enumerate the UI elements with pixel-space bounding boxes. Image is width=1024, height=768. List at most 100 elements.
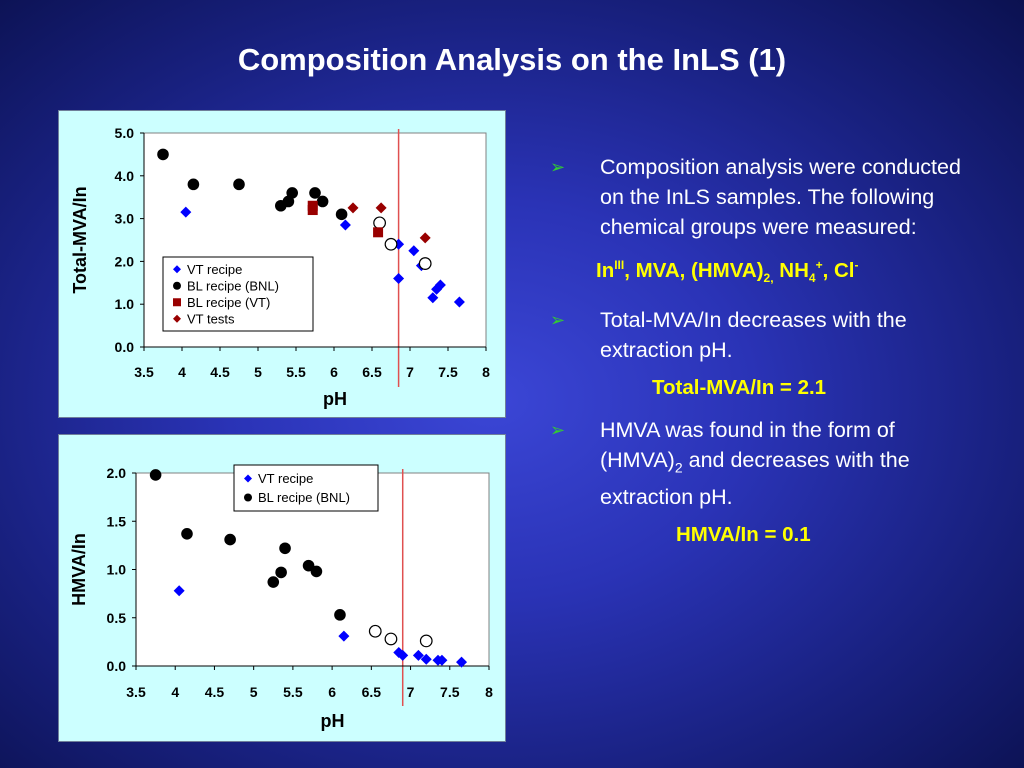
bullet-item-1: ➢ Composition analysis were conducted on… bbox=[540, 152, 980, 242]
bullet-text-2: Total-MVA/In decreases with the extracti… bbox=[600, 307, 907, 362]
data-point bbox=[307, 205, 318, 216]
x-tick-label: 5 bbox=[250, 684, 258, 700]
data-point bbox=[187, 178, 200, 191]
legend-label: VT tests bbox=[187, 311, 235, 326]
x-axis-label: pH bbox=[323, 389, 347, 409]
data-point bbox=[456, 656, 468, 668]
legend-label: VT recipe bbox=[258, 471, 313, 486]
data-point bbox=[316, 195, 329, 208]
data-point bbox=[338, 630, 350, 642]
x-tick-label: 5.5 bbox=[286, 364, 306, 380]
data-point bbox=[434, 279, 446, 291]
x-tick-label: 4 bbox=[171, 684, 179, 700]
data-point bbox=[279, 542, 291, 555]
formula-hmva-sub: 2, bbox=[763, 270, 774, 285]
arrow-bullet-icon: ➢ bbox=[550, 157, 566, 177]
data-point bbox=[436, 654, 448, 666]
data-point bbox=[393, 273, 405, 285]
bullet-text-3-sub: 2 bbox=[674, 459, 683, 476]
x-tick-label: 6 bbox=[330, 364, 338, 380]
formula-hmva-text: HMVA/In = 0.1 bbox=[676, 523, 811, 547]
data-point bbox=[419, 232, 431, 244]
data-point bbox=[275, 566, 287, 579]
x-tick-label: 7.5 bbox=[438, 364, 458, 380]
x-axis-label: pH bbox=[321, 711, 345, 731]
y-tick-label: 4.0 bbox=[115, 168, 135, 184]
legend-marker bbox=[173, 281, 181, 290]
data-point bbox=[310, 565, 323, 578]
x-tick-label: 4.5 bbox=[205, 684, 225, 700]
legend-box bbox=[233, 464, 379, 512]
x-tick-label: 4.5 bbox=[210, 364, 230, 380]
formula-hmva: HMVA/In = 0.1 bbox=[540, 520, 980, 550]
legend-label: VT recipe bbox=[187, 262, 242, 277]
legend-label: BL recipe (BNL) bbox=[187, 278, 279, 293]
data-point bbox=[408, 245, 420, 257]
legend-marker bbox=[173, 314, 181, 323]
x-tick-label: 6.5 bbox=[362, 684, 382, 700]
data-point bbox=[375, 202, 387, 214]
series-open-circles bbox=[368, 624, 433, 648]
data-point bbox=[453, 296, 465, 308]
legend-label: BL recipe (BNL) bbox=[258, 490, 350, 505]
legend-marker bbox=[244, 474, 252, 483]
y-tick-label: 3.0 bbox=[115, 211, 135, 227]
data-point bbox=[373, 216, 387, 230]
y-tick-label: 0.0 bbox=[115, 339, 135, 355]
legend-item: VT recipe bbox=[173, 262, 242, 277]
legend-marker bbox=[173, 265, 181, 274]
bullet-list: ➢ Composition analysis were conducted on… bbox=[540, 152, 980, 562]
x-tick-label: 6 bbox=[328, 684, 336, 700]
data-point bbox=[397, 649, 409, 661]
data-point bbox=[334, 609, 346, 621]
bullet-item-2: ➢ Total-MVA/In decreases with the extrac… bbox=[540, 305, 980, 365]
series-open-circles bbox=[373, 216, 432, 270]
formula-nh4: NH bbox=[773, 258, 809, 282]
data-point bbox=[267, 576, 280, 588]
data-point bbox=[157, 148, 169, 161]
bullet-text-1: Composition analysis were conducted on t… bbox=[600, 155, 961, 239]
series-bl-recipe-bnl- bbox=[149, 469, 346, 621]
formula-nh4-sub: 4 bbox=[808, 270, 816, 285]
formula-cl: , Cl bbox=[822, 258, 855, 282]
y-axis-label: Total-MVA/In bbox=[70, 186, 90, 293]
y-tick-label: 0.5 bbox=[107, 610, 127, 626]
series-bl-recipe-vt- bbox=[307, 200, 384, 238]
data-point bbox=[149, 469, 162, 481]
formula-total-mva: Total-MVA/In = 2.1 bbox=[540, 373, 980, 403]
formula-mva-hmva: , MVA, (HMVA) bbox=[624, 258, 764, 282]
x-tick-label: 8 bbox=[485, 684, 493, 700]
x-tick-label: 3.5 bbox=[134, 364, 154, 380]
data-point bbox=[420, 653, 432, 665]
legend-marker bbox=[244, 493, 252, 502]
data-point bbox=[339, 219, 351, 231]
legend-item: BL recipe (BNL) bbox=[244, 490, 350, 505]
series-vt-recipe bbox=[173, 585, 468, 668]
formula-total-mva-text: Total-MVA/In = 2.1 bbox=[652, 375, 827, 399]
y-tick-label: 0.0 bbox=[107, 658, 127, 674]
formula-in: In bbox=[596, 258, 615, 282]
chart-total-mva-svg: 0.0 1.0 2.0 3.0 4.0 5.0 3.5 4 4.5 5 5.5 6 6.5 7 7.5 8 pH… bbox=[70, 125, 490, 409]
legend-item: BL recipe (BNL) bbox=[173, 278, 279, 293]
x-tick-label: 4 bbox=[178, 364, 186, 380]
formula-cl-sup: - bbox=[854, 258, 859, 272]
formula-nh4-sup: + bbox=[815, 258, 823, 272]
data-point bbox=[181, 527, 193, 540]
data-point bbox=[286, 187, 298, 199]
bullet-text-3a: HMVA was found in the form of (HMVA) bbox=[600, 417, 895, 472]
data-point bbox=[173, 585, 185, 597]
arrow-bullet-icon: ➢ bbox=[550, 309, 566, 330]
y-tick-label: 1.5 bbox=[107, 513, 127, 529]
formula-chemical-groups: InIII, MVA, (HMVA)2, NH4+, Cl- bbox=[540, 250, 980, 293]
x-tick-label: 6.5 bbox=[362, 364, 382, 380]
series-vt-tests bbox=[347, 202, 431, 244]
legend-item: VT tests bbox=[173, 311, 235, 326]
data-point bbox=[384, 237, 398, 251]
data-point bbox=[233, 178, 245, 191]
x-tick-label: 5.5 bbox=[283, 684, 303, 700]
y-tick-label: 1.0 bbox=[107, 562, 127, 578]
x-tick-label: 7.5 bbox=[440, 684, 460, 700]
data-point bbox=[418, 257, 432, 270]
legend-box bbox=[162, 256, 314, 332]
series-bl-recipe-bnl- bbox=[157, 148, 348, 221]
